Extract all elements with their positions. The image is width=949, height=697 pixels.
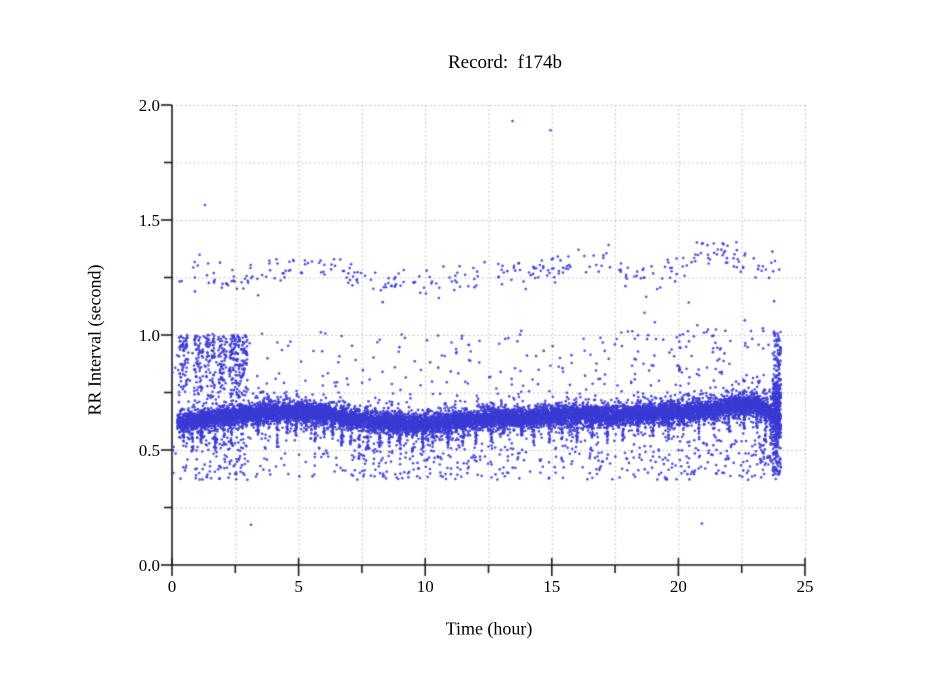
x-tick-label: 0 — [167, 577, 177, 596]
y-tick-label: 2.0 — [138, 96, 160, 115]
x-tick-label: 20 — [669, 577, 687, 596]
y-tick-label: 0.5 — [138, 441, 160, 460]
x-tick-label: 10 — [416, 577, 434, 596]
y-axis-label: RR Interval (second) — [84, 264, 105, 416]
x-axis-label: Time (hour) — [445, 618, 533, 639]
y-tick-label: 1.0 — [138, 326, 160, 345]
y-tick-label: 1.5 — [138, 211, 160, 230]
y-tick-label: 0.0 — [138, 556, 160, 575]
x-tick-label: 25 — [796, 577, 814, 596]
x-tick-label: 5 — [294, 577, 303, 596]
x-tick-label: 15 — [543, 577, 561, 596]
chart-title: Record: f174b — [448, 52, 562, 73]
